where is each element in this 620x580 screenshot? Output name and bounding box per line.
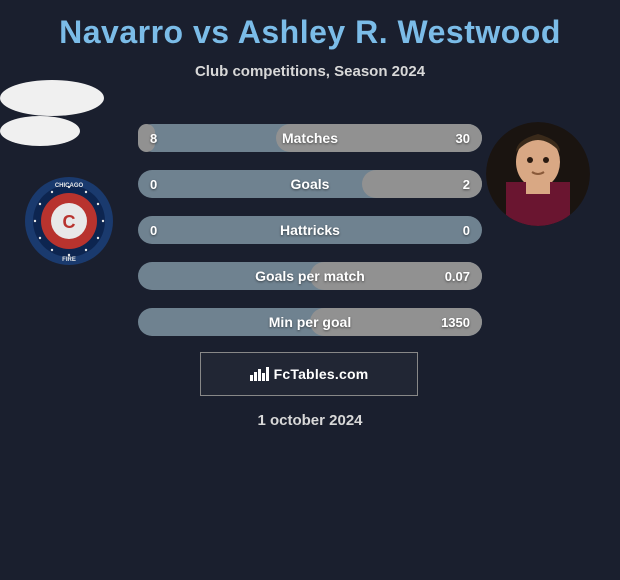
stat-row: Goals per match 0.07 [138,262,482,290]
stat-value-left: 0 [150,177,157,192]
stat-row: Min per goal 1350 [138,308,482,336]
stat-value-right: 30 [456,131,470,146]
club-badge-left: C CHICAGO FIRE [24,176,114,266]
comparison-subtitle: Club competitions, Season 2024 [0,63,620,80]
brand-box[interactable]: FcTables.com [200,352,418,396]
stat-value-right: 0.07 [445,269,470,284]
stat-label: Goals [291,176,330,192]
date-text: 1 october 2024 [0,412,620,429]
stat-value-left: 0 [150,223,157,238]
comparison-title: Navarro vs Ashley R. Westwood [0,0,620,51]
stat-label: Matches [282,130,338,146]
stat-value-right: 2 [463,177,470,192]
stat-row: 8 Matches 30 [138,124,482,152]
stat-value-right: 0 [463,223,470,238]
svg-text:CHICAGO: CHICAGO [55,183,84,189]
stat-row: 0 Goals 2 [138,170,482,198]
stat-value-right: 1350 [441,315,470,330]
stat-value-left: 8 [150,131,157,146]
brand-text: FcTables.com [274,366,369,382]
player-right-avatar [486,122,590,226]
stat-row: 0 Hattricks 0 [138,216,482,244]
stat-label: Hattricks [280,222,340,238]
club-badge-right-placeholder [0,116,80,146]
stat-label: Goals per match [255,268,365,284]
stat-bars-container: 8 Matches 30 0 Goals 2 0 Hattricks 0 Goals per ma… [138,124,482,354]
bars-chart-icon [250,367,270,381]
stat-label: Min per goal [269,314,351,330]
player-left-avatar-placeholder [0,80,104,116]
svg-text:C: C [63,212,76,232]
svg-text:FIRE: FIRE [62,257,76,263]
